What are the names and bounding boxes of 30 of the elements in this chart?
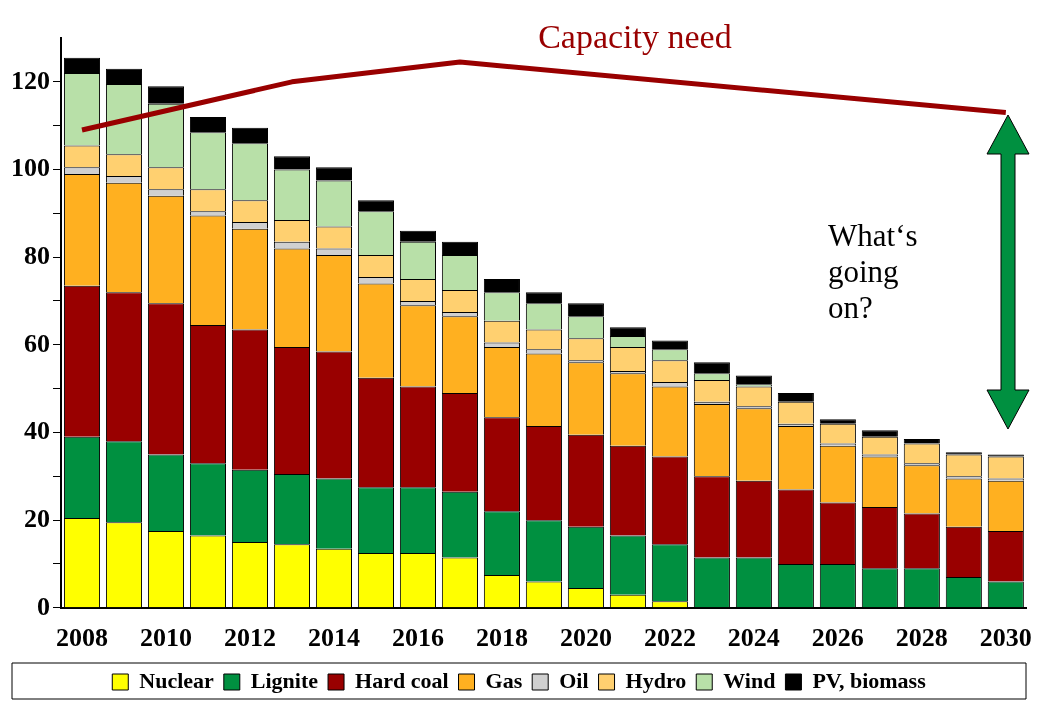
y-tick-label: 120 [11, 65, 50, 95]
legend-label: Oil [559, 667, 589, 693]
series-label: Capacity need [538, 18, 732, 56]
x-tick-label: 2010 [139, 623, 192, 653]
x-tick-label: 2024 [727, 623, 780, 653]
legend-label: PV, biomass [812, 667, 927, 693]
x-tick-label: 2014 [307, 623, 360, 653]
x-tick-label: 2030 [979, 623, 1032, 653]
x-tick-label: 2028 [895, 623, 948, 653]
annotation: What‘s going on? [828, 218, 919, 326]
x-tick-label: 2026 [811, 623, 864, 653]
legend-label: Nuclear [139, 667, 215, 693]
y-tick-label: 60 [24, 328, 50, 358]
x-tick-label: 2016 [391, 623, 444, 653]
bar [735, 375, 772, 385]
y-tick-label: 0 [37, 591, 50, 621]
x-tick-label: 2008 [56, 623, 108, 653]
y-tick-label: 100 [11, 153, 50, 183]
legend-label: Wind [723, 667, 776, 693]
legend-label: Lignite [250, 667, 319, 693]
y-tick-label: 80 [24, 240, 50, 270]
legend-label: Hydro [625, 667, 687, 693]
x-tick-label: 2022 [643, 623, 696, 653]
legend-label: Hard coal [355, 667, 449, 693]
x-tick-label: 2020 [559, 623, 612, 653]
x-tick-label: 2012 [223, 623, 276, 653]
y-tick-label: 40 [24, 416, 50, 446]
y-tick-label: 20 [24, 503, 50, 533]
x-tick-label: 2018 [475, 623, 528, 653]
legend-label: Gas [485, 667, 523, 693]
